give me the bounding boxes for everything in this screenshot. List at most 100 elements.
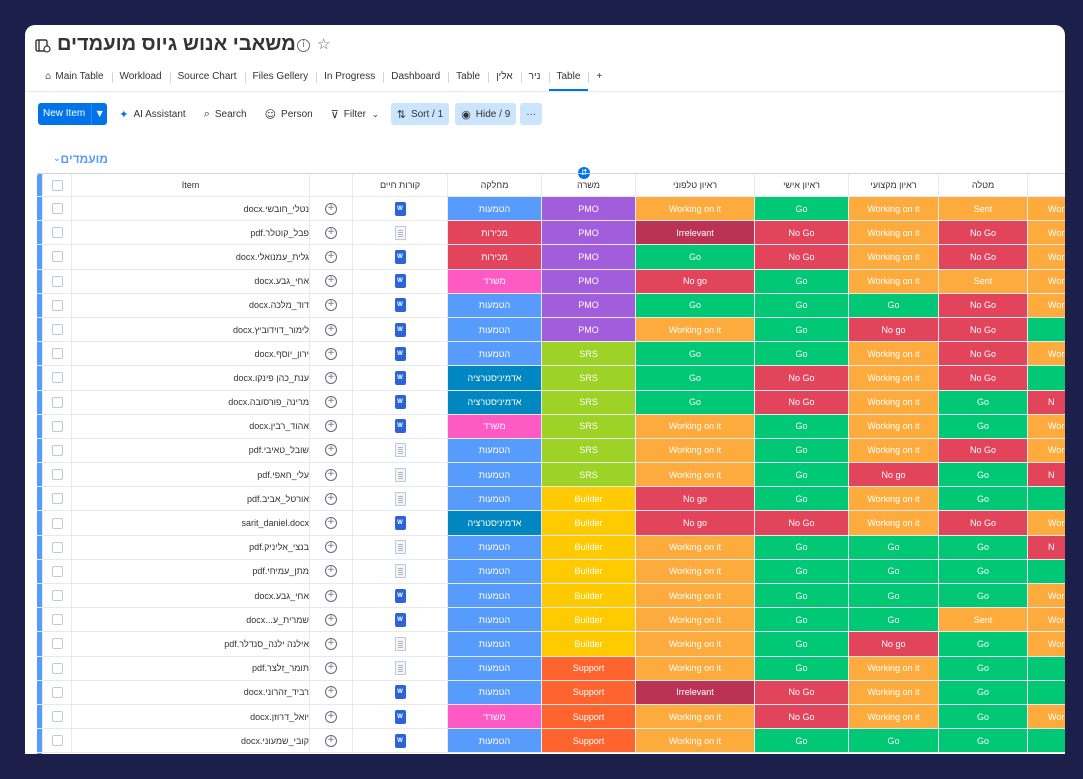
next-column-status[interactable]: Work — [1028, 197, 1065, 221]
row-checkbox-cell[interactable] — [42, 317, 72, 342]
item-name[interactable]: לימור_דוידוביץ.docx — [72, 317, 310, 342]
task-status[interactable]: Go — [939, 390, 1028, 414]
phone-interview-status[interactable]: No go — [636, 269, 755, 293]
item-name[interactable]: שמרית_ע...docx — [72, 608, 310, 632]
dept-status[interactable]: אדמיניסטרציה — [448, 390, 542, 414]
personal-interview-status[interactable]: Go — [755, 656, 849, 680]
role-status[interactable]: Builder — [542, 511, 636, 535]
updates-cell[interactable]: + — [310, 269, 353, 293]
updates-cell[interactable]: + — [310, 487, 353, 511]
personal-interview-status[interactable]: Go — [755, 317, 849, 342]
item-name[interactable]: ירון_יוסף.docx — [72, 342, 310, 366]
task-status[interactable]: No Go — [939, 245, 1028, 269]
add-update-icon[interactable]: + — [325, 396, 337, 409]
table-row[interactable]: שובל_טאיבי.pdf + הטמעות SRS Working on it Go W… — [37, 438, 1065, 464]
next-column-status[interactable]: Work — [1028, 511, 1065, 535]
pdf-file-icon[interactable] — [394, 661, 406, 676]
task-status[interactable]: Go — [939, 487, 1028, 511]
item-name[interactable]: שובל_טאיבי.pdf — [72, 438, 310, 463]
dept-status[interactable]: הטמעות — [448, 680, 542, 704]
updates-cell[interactable]: + — [310, 317, 353, 342]
phone-interview-status[interactable]: Irrelevant — [636, 680, 755, 704]
role-status[interactable]: Support — [542, 729, 636, 753]
table-row[interactable]: אהוד_רבין.docx + W משרד SRS Working on it Go Wo… — [37, 414, 1065, 439]
role-status[interactable]: PMO — [542, 245, 636, 269]
add-update-icon[interactable]: + — [325, 589, 337, 602]
dept-status[interactable]: הטמעות — [448, 729, 542, 753]
tab-alin[interactable]: אלין — [488, 67, 521, 91]
table-row[interactable]: בנצי_אליניק.pdf + הטמעות Builder Working on … — [37, 535, 1065, 560]
task-status[interactable]: Sent — [939, 608, 1028, 632]
phone-interview-status[interactable]: Working on it — [636, 559, 755, 583]
column-header-dept[interactable]: מחלקה — [448, 174, 542, 196]
column-header-personal-interview[interactable]: ראיון אישי — [755, 174, 849, 196]
next-column-status[interactable]: Work — [1028, 293, 1065, 317]
checkbox[interactable] — [51, 299, 63, 311]
task-status[interactable]: No Go — [939, 342, 1028, 366]
files-cell[interactable]: W — [353, 293, 448, 317]
tab-dashboard[interactable]: Dashboard — [383, 67, 448, 91]
files-cell[interactable]: W — [353, 729, 448, 753]
checkbox[interactable] — [51, 735, 63, 747]
phone-interview-status[interactable]: Go — [636, 293, 755, 317]
pdf-file-icon[interactable] — [394, 443, 406, 458]
next-column-status[interactable]: N — [1028, 463, 1065, 487]
role-status[interactable]: SRS — [542, 463, 636, 487]
task-status[interactable]: Go — [939, 584, 1028, 608]
personal-interview-status[interactable]: No Go — [755, 221, 849, 245]
dept-status[interactable]: הטמעות — [448, 656, 542, 680]
row-checkbox-cell[interactable] — [42, 293, 72, 317]
column-header-role[interactable]: משרה — [542, 174, 636, 196]
phone-interview-status[interactable]: Working on it — [636, 729, 755, 753]
board-title[interactable]: משאבי אנוש גיוס מועמדים — [57, 33, 296, 55]
tab-files-gallery[interactable]: Files Gellery — [244, 67, 317, 91]
dept-status[interactable]: הטמעות — [448, 463, 542, 487]
table-row[interactable]: אילנה ילנה_סנדלר.pdf + הטמעות Builder Workin… — [37, 632, 1065, 657]
table-row[interactable]: אורטל_אביב.pdf + הטמעות Builder No go Go Worki… — [37, 487, 1065, 512]
updates-cell[interactable]: + — [310, 632, 353, 656]
dept-status[interactable]: משרד — [448, 414, 542, 438]
add-update-icon[interactable]: + — [325, 613, 337, 626]
row-checkbox-cell[interactable] — [42, 511, 72, 535]
role-status[interactable]: Builder — [542, 487, 636, 511]
task-status[interactable]: Go — [939, 414, 1028, 438]
item-name[interactable]: אורטל_אביב.pdf — [72, 487, 310, 511]
column-header-professional-interview[interactable]: ראיון מקצועי — [849, 174, 939, 196]
add-update-icon[interactable]: + — [325, 492, 337, 505]
checkbox[interactable] — [51, 686, 63, 698]
files-cell[interactable] — [353, 438, 448, 463]
task-status[interactable]: No Go — [939, 317, 1028, 342]
add-update-icon[interactable]: + — [325, 275, 337, 288]
files-cell[interactable] — [353, 559, 448, 583]
next-column-status[interactable] — [1028, 366, 1065, 390]
item-name[interactable]: עלי_חאפי.pdf — [72, 463, 310, 487]
updates-cell[interactable]: + — [310, 438, 353, 463]
word-file-icon[interactable]: W — [394, 395, 406, 410]
task-status[interactable]: Sent — [939, 197, 1028, 221]
checkbox[interactable] — [51, 493, 63, 505]
files-cell[interactable] — [353, 632, 448, 656]
dept-status[interactable]: מכירות — [448, 245, 542, 269]
checkbox[interactable] — [51, 348, 63, 360]
personal-interview-status[interactable]: No Go — [755, 680, 849, 704]
table-row[interactable]: יואל_דרוזן.docx + W משרד Support Working on i… — [37, 704, 1065, 730]
add-update-icon[interactable]: + — [325, 662, 337, 675]
table-row[interactable]: מתן_עמיחי.pdf + הטמעות Builder Working on it… — [37, 559, 1065, 584]
sort-button[interactable]: ⇅ Sort / 1 — [390, 103, 450, 125]
chevron-down-icon[interactable]: ⌄ — [53, 154, 61, 164]
tab-source-chart[interactable]: Source Chart — [169, 67, 245, 91]
phone-interview-status[interactable]: Go — [636, 390, 755, 414]
professional-interview-status[interactable]: Working on it — [849, 414, 939, 438]
professional-interview-status[interactable]: Go — [849, 608, 939, 632]
group-title[interactable]: מועמדים ⌄ — [47, 152, 108, 166]
checkbox[interactable] — [51, 324, 63, 336]
next-column-status[interactable] — [1028, 559, 1065, 583]
item-name[interactable]: ענת_כהן פינקו.docx — [72, 366, 310, 390]
item-name[interactable]: אהוד_רבין.docx — [72, 414, 310, 438]
phone-interview-status[interactable]: Working on it — [636, 414, 755, 438]
phone-interview-status[interactable]: Working on it — [636, 608, 755, 632]
phone-interview-status[interactable]: Working on it — [636, 317, 755, 342]
table-row[interactable]: עלי_חאפי.pdf + הטמעות SRS Working on it Go No … — [37, 463, 1065, 488]
files-cell[interactable]: W — [353, 414, 448, 438]
add-update-icon[interactable]: + — [325, 734, 337, 747]
